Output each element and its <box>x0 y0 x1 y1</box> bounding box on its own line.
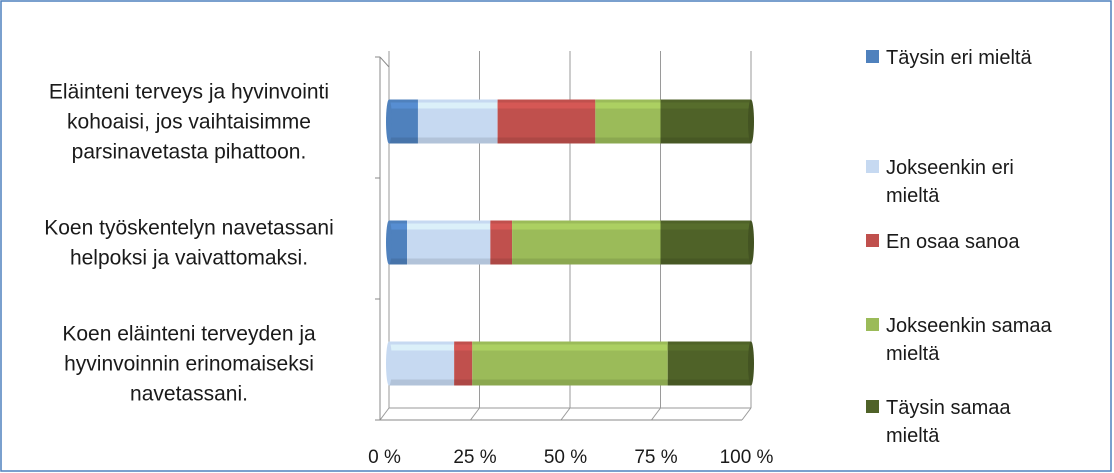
bar-segment-shadow <box>660 258 751 265</box>
legend-label: Jokseenkin samaa mieltä <box>886 315 1053 365</box>
floor-line <box>651 407 661 421</box>
legend-swatch <box>866 400 879 413</box>
bar-segment-highlight <box>389 223 408 230</box>
bar-segment-shadow <box>389 379 455 386</box>
floor-line <box>560 407 571 421</box>
bar-segment-shadow <box>497 137 596 144</box>
legend-swatch <box>866 50 879 63</box>
floor-line <box>470 407 480 421</box>
bar-segment-highlight <box>595 102 661 109</box>
bar-segment-highlight <box>497 102 596 109</box>
bar-segment <box>454 341 473 386</box>
bar-segment-highlight <box>490 223 513 230</box>
category-label: Eläinteni terveys ja hyvinvointi kohoaisi… <box>49 81 329 164</box>
bar-segment-shadow <box>512 258 661 265</box>
bar-segment-highlight <box>512 223 661 230</box>
bar-segment-shadow <box>595 137 661 144</box>
bar-segment-highlight <box>454 344 473 351</box>
bar-segment-shadow <box>490 258 513 265</box>
category-label: Koen työskentelyn navetassani helpoksi ja… <box>44 217 334 270</box>
category-axis-top-edge <box>379 56 390 68</box>
x-tick-label: 50 % <box>544 447 587 468</box>
bar-segment-shadow <box>389 258 408 265</box>
legend-label: Täysin samaa mieltä <box>886 397 1011 447</box>
x-tick-labels: 0 % 25 % 50 % 75 % 100 % <box>368 447 773 468</box>
bar-segment-shadow <box>667 379 751 386</box>
legend-swatch <box>866 234 879 247</box>
legend-swatch <box>866 160 879 173</box>
x-tick-label: 0 % <box>368 447 401 468</box>
bar-segment-highlight <box>407 223 491 230</box>
bar-segment-shadow <box>389 137 418 144</box>
legend-label: Jokseenkin eri mieltä <box>886 157 1014 207</box>
bar-segment-highlight <box>660 102 751 109</box>
bar-segment-shadow <box>660 137 751 144</box>
bar-segment-highlight <box>389 102 418 109</box>
bar-segment-highlight <box>472 344 668 351</box>
bar-segment-highlight <box>389 344 455 351</box>
bar-segment-highlight <box>660 223 751 230</box>
bar-segment-shadow <box>454 379 473 386</box>
x-tick-label: 75 % <box>634 447 677 468</box>
bar-segment-highlight <box>667 344 751 351</box>
category-labels: Eläinteni terveys ja hyvinvointi kohoaisi… <box>44 81 334 406</box>
legend: Täysin eri mieltä Jokseenkin eri mieltä En … <box>866 47 1053 447</box>
bar-end-cap <box>748 220 754 265</box>
bar-segment-shadow <box>417 137 498 144</box>
bar-end-cap <box>748 341 754 386</box>
bar-segment-highlight <box>417 102 498 109</box>
bar-start-cap <box>386 99 392 144</box>
x-tick-label: 100 % <box>720 447 774 468</box>
bar-segment-shadow <box>407 258 491 265</box>
bar-start-cap <box>386 220 392 265</box>
x-tick-label: 25 % <box>453 447 496 468</box>
bar-segment <box>490 220 513 265</box>
legend-label: En osaa sanoa <box>886 231 1020 253</box>
bar-start-cap <box>386 341 392 386</box>
bar-series <box>386 99 754 386</box>
category-label: Koen eläinteni terveyden ja hyvinvoinnin … <box>62 323 316 406</box>
bar-end-cap <box>748 99 754 144</box>
legend-label: Täysin eri mieltä <box>886 47 1032 69</box>
legend-swatch <box>866 318 879 331</box>
bar-segment-shadow <box>472 379 668 386</box>
floor-line <box>379 407 390 421</box>
bar-segment <box>389 220 408 265</box>
floor-line <box>741 407 752 421</box>
